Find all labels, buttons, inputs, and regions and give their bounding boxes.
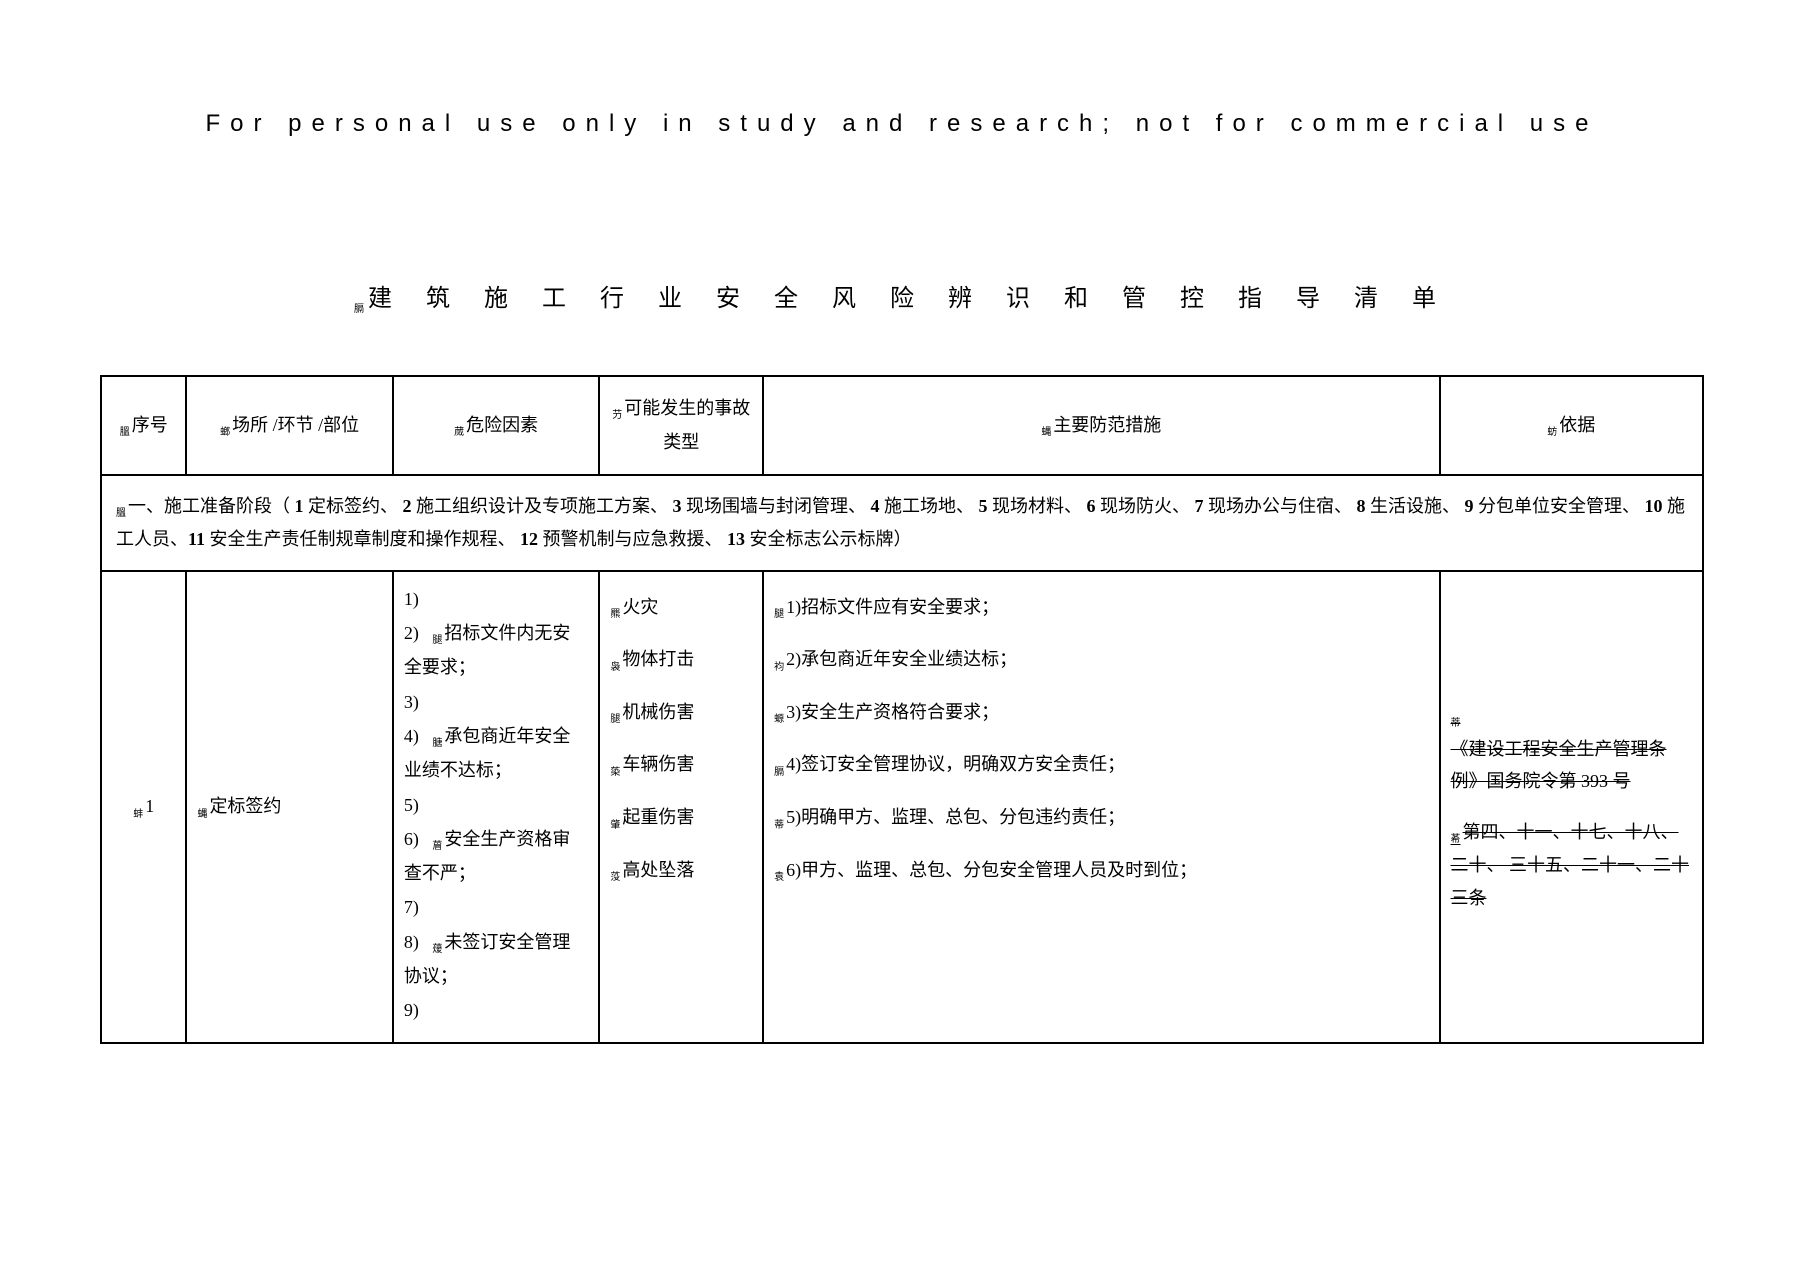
- cell-risk: 1) 2) 腿招标文件内无安全要求； 3) 4) 膅承包商近年安全业绩不达标； …: [393, 571, 599, 1043]
- cell-basis: 蒂 《建设工程安全生产管理条例》国务院令第 393 号 莃第四、十一、十七、十八…: [1440, 571, 1703, 1043]
- header-disclaimer: For personal use only in study and resea…: [100, 110, 1704, 138]
- cell-place: 蝿定标签约: [186, 571, 392, 1043]
- cell-seq: 蚌1: [101, 571, 186, 1043]
- col-header-basis: 蚄依据: [1440, 376, 1703, 475]
- document-title: 膈建 筑 施 工 行 业 安 全 风 险 辨 识 和 管 控 指 导 清 单: [100, 278, 1704, 315]
- cell-type: 羆火灾 袅物体打击 腿机械伤害 蒅车辆伤害 肇起重伤害 莈高处坠落: [599, 571, 763, 1043]
- table-header-row: 膃序号 螂场所 /环节 /部位 蒇危险因素 芀可能发生的事故类型 蝿主要防范措施…: [101, 376, 1703, 475]
- col-header-seq: 膃序号: [101, 376, 186, 475]
- section-text: 膃一、施工准备阶段（ 1 定标签约、 2 施工组织设计及专项施工方案、 3 现场…: [101, 475, 1703, 571]
- cell-measure: 腿1)招标文件应有安全要求； 袀2)承包商近年安全业绩达标； 螈3)安全生产资格…: [763, 571, 1439, 1043]
- table-row: 蚌1 蝿定标签约 1) 2) 腿招标文件内无安全要求； 3) 4) 膅承包商近年…: [101, 571, 1703, 1043]
- section-row: 膃一、施工准备阶段（ 1 定标签约、 2 施工组织设计及专项施工方案、 3 现场…: [101, 475, 1703, 571]
- risk-table: 膃序号 螂场所 /环节 /部位 蒇危险因素 芀可能发生的事故类型 蝿主要防范措施…: [100, 375, 1704, 1044]
- col-header-risk: 蒇危险因素: [393, 376, 599, 475]
- col-header-place: 螂场所 /环节 /部位: [186, 376, 392, 475]
- col-header-type: 芀可能发生的事故类型: [599, 376, 763, 475]
- col-header-measure: 蝿主要防范措施: [763, 376, 1439, 475]
